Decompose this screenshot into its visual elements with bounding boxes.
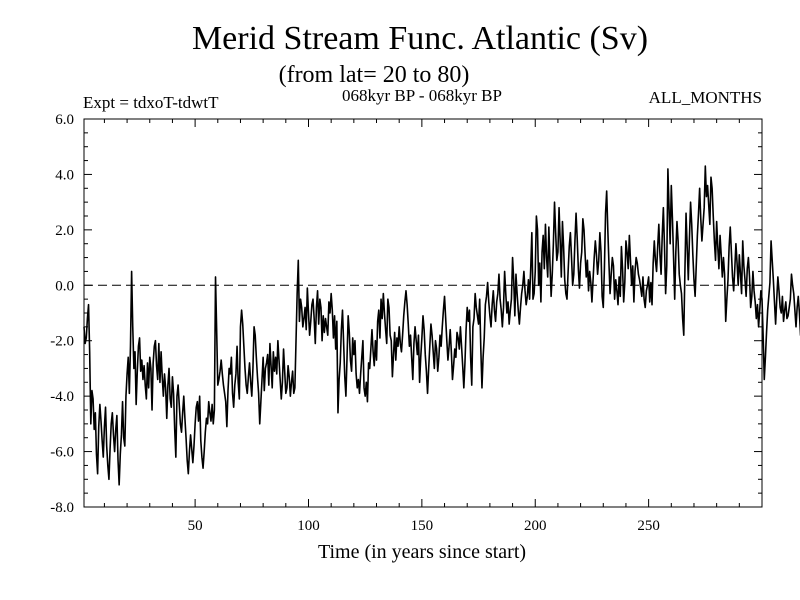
experiment-label: Expt = tdxoT-tdwtT (83, 93, 219, 112)
chart-subtitle: (from lat= 20 to 80) (279, 62, 470, 88)
y-tick-label: -4.0 (50, 389, 74, 405)
period-label: 068kyr BP - 068kyr BP (342, 86, 502, 105)
y-tick-label: -2.0 (50, 334, 74, 350)
x-tick-label: 250 (637, 518, 660, 534)
y-tick-label: -6.0 (50, 445, 74, 461)
y-tick-label: -8.0 (50, 500, 74, 516)
y-tick-label: 0.0 (55, 278, 74, 294)
series-line (83, 165, 800, 486)
plot-area: -8.0 -6.0 -4.0 -2.0 0.0 2.0 4.0 6.0 50 100 150 200 2… (50, 112, 800, 534)
x-tick-label: 50 (188, 518, 203, 534)
x-tick-label: 150 (411, 518, 434, 534)
y-tick-label: 6.0 (55, 112, 74, 128)
y-tick-label: 2.0 (55, 223, 74, 239)
x-tick-label: 100 (297, 518, 320, 534)
plot-frame (83, 118, 763, 508)
x-tick-label: 200 (524, 518, 547, 534)
x-axis-label: Time (in years since start) (318, 541, 526, 563)
chart-title: Merid Stream Func. Atlantic (Sv) (192, 20, 648, 57)
months-label: ALL_MONTHS (649, 88, 762, 107)
y-tick-label: 4.0 (55, 167, 74, 183)
